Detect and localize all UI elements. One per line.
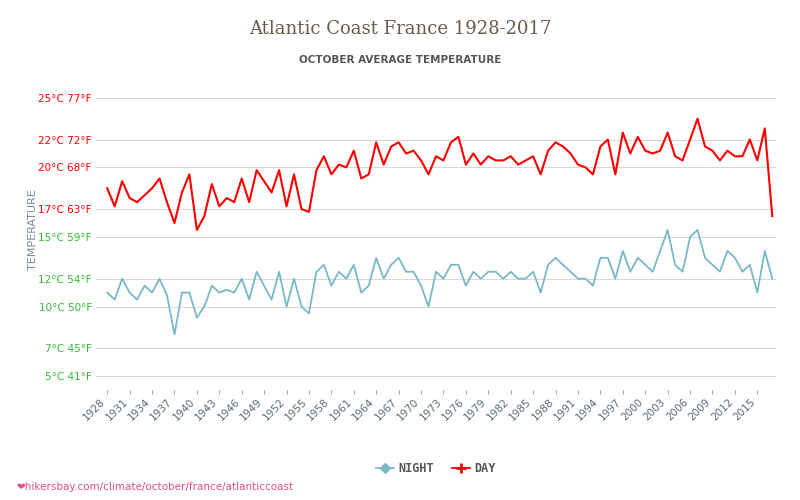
Y-axis label: TEMPERATURE: TEMPERATURE: [28, 190, 38, 270]
Legend: NIGHT, DAY: NIGHT, DAY: [371, 458, 501, 480]
Text: ❤hikersbay.com/climate/october/france/atlanticcoast: ❤hikersbay.com/climate/october/france/at…: [16, 482, 293, 492]
Text: OCTOBER AVERAGE TEMPERATURE: OCTOBER AVERAGE TEMPERATURE: [299, 55, 501, 65]
Text: Atlantic Coast France 1928-2017: Atlantic Coast France 1928-2017: [249, 20, 551, 38]
